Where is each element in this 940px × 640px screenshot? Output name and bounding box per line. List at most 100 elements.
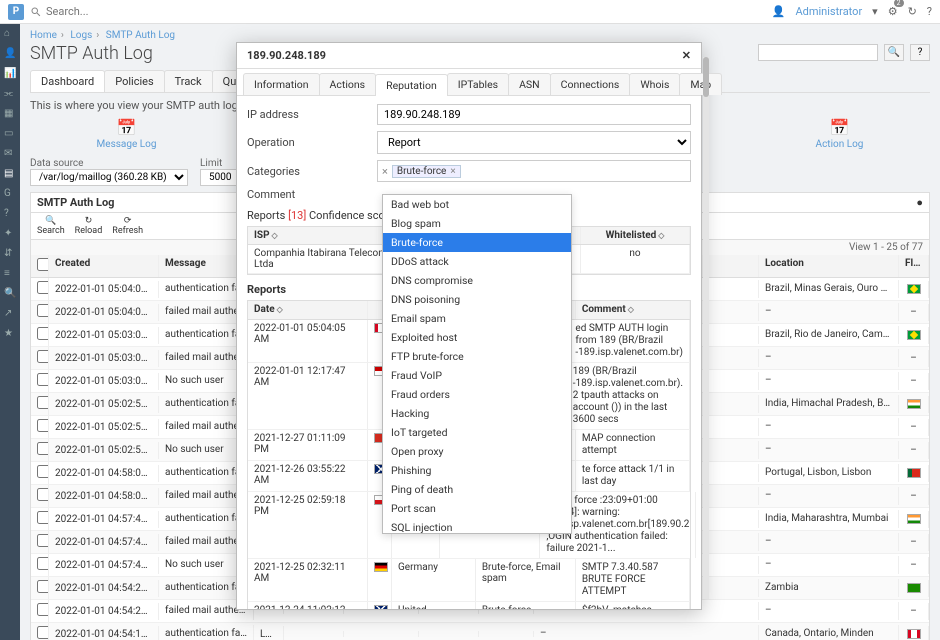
cell-flag bbox=[899, 327, 929, 344]
tab-policies[interactable]: Policies bbox=[104, 70, 164, 92]
sidebar-grid-icon[interactable]: ▦ bbox=[4, 108, 16, 120]
dropdown-option[interactable]: Email spam bbox=[383, 309, 571, 328]
dropdown-option[interactable]: Bad web bot bbox=[383, 195, 571, 214]
sidebar-book-icon[interactable]: ▭ bbox=[4, 128, 16, 140]
dropdown-option[interactable]: Hacking bbox=[383, 404, 571, 423]
row-checkbox[interactable] bbox=[37, 396, 49, 409]
dropdown-option[interactable]: DNS compromise bbox=[383, 271, 571, 290]
report-row[interactable]: 2021-12-24 11:02:12 PMUnited Kingdom of … bbox=[248, 602, 690, 609]
row-checkbox[interactable] bbox=[37, 373, 49, 386]
row-checkbox[interactable] bbox=[37, 327, 49, 340]
panel-close-icon[interactable]: ● bbox=[916, 196, 923, 209]
page-search-input[interactable] bbox=[758, 44, 878, 61]
dropdown-option[interactable]: SQL injection bbox=[383, 518, 571, 534]
row-checkbox[interactable] bbox=[37, 304, 49, 317]
refresh-icon[interactable]: ↻ bbox=[908, 5, 917, 18]
sidebar-opt-icon[interactable]: ⇵ bbox=[4, 248, 16, 260]
sidebar-zoom-icon[interactable]: 🔍 bbox=[4, 288, 16, 300]
op-select[interactable]: Report bbox=[377, 131, 691, 154]
sidebar-globe-icon[interactable]: G bbox=[4, 188, 16, 200]
col-location[interactable]: Location bbox=[759, 255, 899, 277]
cat-tag[interactable]: Brute-force× bbox=[392, 165, 461, 178]
page-search-go[interactable]: 🔍 bbox=[884, 44, 904, 61]
dropdown-option[interactable]: Phishing bbox=[383, 461, 571, 480]
app-logo: P bbox=[8, 4, 24, 20]
sidebar-log-icon[interactable]: ▤ bbox=[4, 168, 16, 180]
sidebar-help-icon[interactable]: ? bbox=[4, 208, 16, 220]
notifications-icon[interactable]: ⚙2 bbox=[888, 5, 898, 18]
row-checkbox[interactable] bbox=[37, 465, 49, 478]
tab-dashboard[interactable]: Dashboard bbox=[30, 70, 105, 92]
modal-tab-asn[interactable]: ASN bbox=[508, 73, 551, 95]
dropdown-option[interactable]: Exploited host bbox=[383, 328, 571, 347]
row-checkbox[interactable] bbox=[37, 350, 49, 363]
row-checkbox[interactable] bbox=[37, 419, 49, 432]
report-row[interactable]: 2021-12-25 02:32:11 AMGermanyBrute-force… bbox=[248, 559, 690, 602]
select-all[interactable] bbox=[37, 258, 49, 271]
crumb-logs[interactable]: Logs bbox=[70, 30, 92, 41]
modal-tab-iptables[interactable]: IPTables bbox=[447, 73, 509, 95]
dropdown-option[interactable]: Ping of death bbox=[383, 480, 571, 499]
row-checkbox[interactable] bbox=[37, 534, 49, 547]
crumb-smtp[interactable]: SMTP Auth Log bbox=[106, 30, 175, 41]
modal-tab-actions[interactable]: Actions bbox=[319, 73, 377, 95]
dropdown-option[interactable]: FTP brute-force bbox=[383, 347, 571, 366]
sidebar-link-icon[interactable]: ↗ bbox=[4, 308, 16, 320]
modal-tab-information[interactable]: Information bbox=[243, 73, 320, 95]
sidebar-share-icon[interactable]: ⫘ bbox=[4, 88, 16, 100]
sidebar-db-icon[interactable]: ≡ bbox=[4, 268, 16, 280]
page-title: SMTP Auth Log bbox=[30, 43, 153, 64]
help-icon[interactable]: ? bbox=[927, 5, 932, 18]
toolbar-search[interactable]: 🔍Search bbox=[37, 216, 65, 236]
col-flag[interactable]: Flag bbox=[899, 255, 929, 277]
global-search[interactable] bbox=[30, 5, 772, 18]
row-checkbox[interactable] bbox=[37, 442, 49, 455]
crumb-home[interactable]: Home bbox=[30, 30, 57, 41]
modal-scrollbar[interactable] bbox=[703, 57, 709, 599]
cat-tagbox[interactable]: × Brute-force× bbox=[377, 160, 691, 182]
sidebar-user-icon[interactable]: 👤 bbox=[4, 48, 16, 60]
modal-tab-reputation[interactable]: Reputation bbox=[375, 74, 448, 96]
ip-input[interactable] bbox=[377, 104, 691, 125]
dropdown-option[interactable]: Port scan bbox=[383, 499, 571, 518]
ds-select[interactable]: /var/log/maillog (360.28 KB) bbox=[30, 169, 188, 186]
modal-tab-connections[interactable]: Connections bbox=[550, 73, 631, 95]
row-checkbox[interactable] bbox=[37, 603, 49, 616]
dropdown-option[interactable]: Open proxy bbox=[383, 442, 571, 461]
row-checkbox[interactable] bbox=[37, 626, 49, 639]
dropdown-option[interactable]: IoT targeted bbox=[383, 423, 571, 442]
row-checkbox[interactable] bbox=[37, 580, 49, 593]
sidebar-gear-icon[interactable]: ✦ bbox=[4, 228, 16, 240]
admin-link[interactable]: Administrator bbox=[795, 5, 862, 18]
rep-category: Brute-force, Email spam bbox=[476, 559, 576, 601]
category-dropdown[interactable]: Bad web botBlog spamBrute-forceDDoS atta… bbox=[382, 194, 572, 534]
sidebar-home-icon[interactable]: ⌂ bbox=[4, 28, 16, 40]
dropdown-option[interactable]: Fraud VoIP bbox=[383, 366, 571, 385]
tag-remove-icon[interactable]: × bbox=[450, 166, 455, 177]
table-row[interactable]: 2022-01-01 04:54:12 AMauthentication fai… bbox=[31, 623, 929, 640]
action-message-log[interactable]: 📅Message Log bbox=[97, 118, 157, 150]
row-checkbox[interactable] bbox=[37, 488, 49, 501]
dropdown-option[interactable]: DNS poisoning bbox=[383, 290, 571, 309]
modal-tab-whois[interactable]: Whois bbox=[629, 73, 680, 95]
modal-close-icon[interactable]: ✕ bbox=[682, 49, 691, 62]
search-input[interactable] bbox=[46, 5, 772, 18]
rep-country: United Kingdom of Great Britain and Nort… bbox=[392, 602, 476, 609]
sidebar-mail-icon[interactable]: ✉ bbox=[4, 148, 16, 160]
dropdown-option[interactable]: DDoS attack bbox=[383, 252, 571, 271]
toolbar-refresh[interactable]: ⟳Refresh bbox=[112, 216, 143, 236]
dropdown-option[interactable]: Brute-force bbox=[383, 233, 571, 252]
page-search-help[interactable]: ? bbox=[910, 44, 930, 61]
sidebar-star-icon[interactable]: ★ bbox=[4, 328, 16, 340]
modal-tab-map[interactable]: Map bbox=[679, 73, 722, 95]
action-action-log[interactable]: 📅Action Log bbox=[816, 118, 864, 150]
col-created[interactable]: Created bbox=[49, 255, 159, 277]
row-checkbox[interactable] bbox=[37, 281, 49, 294]
row-checkbox[interactable] bbox=[37, 511, 49, 524]
sidebar-chart-icon[interactable]: 📊 bbox=[4, 68, 16, 80]
dropdown-option[interactable]: Blog spam bbox=[383, 214, 571, 233]
tab-track[interactable]: Track bbox=[164, 70, 213, 92]
toolbar-reload[interactable]: ↻Reload bbox=[75, 216, 103, 236]
dropdown-option[interactable]: Fraud orders bbox=[383, 385, 571, 404]
row-checkbox[interactable] bbox=[37, 557, 49, 570]
